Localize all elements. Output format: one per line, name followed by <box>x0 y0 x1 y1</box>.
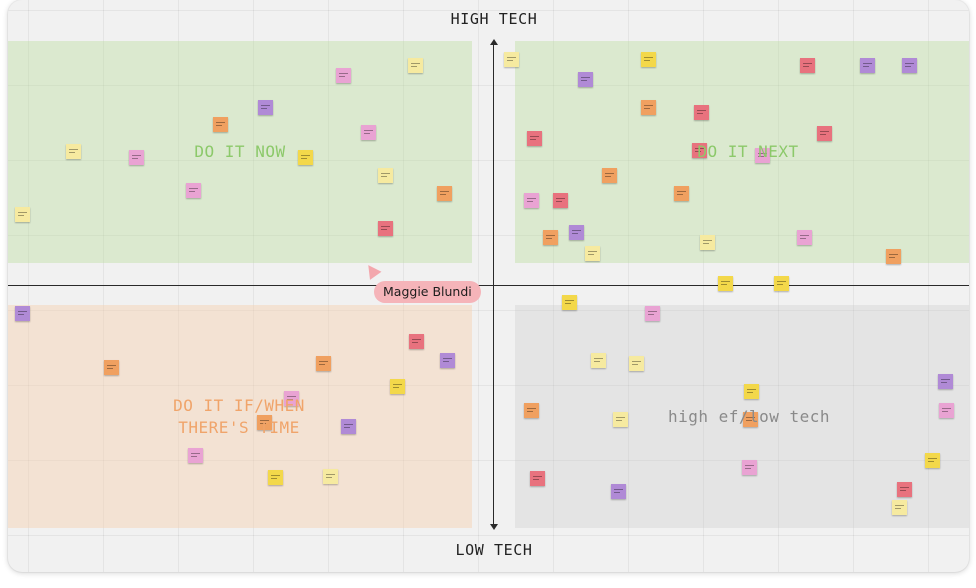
sticky-note[interactable] <box>744 384 759 399</box>
sticky-note[interactable] <box>645 306 660 321</box>
sticky-note[interactable] <box>323 469 338 484</box>
sticky-note[interactable] <box>774 276 789 291</box>
sticky-note[interactable] <box>886 249 901 264</box>
sticky-note[interactable] <box>66 144 81 159</box>
quadrant-label-do-it-if-time: DO IT IF/WHEN THERE'S TIME <box>173 396 305 437</box>
vertical-axis <box>493 43 494 527</box>
sticky-note[interactable] <box>817 126 832 141</box>
sticky-note[interactable] <box>694 105 709 120</box>
sticky-note[interactable] <box>284 391 299 406</box>
sticky-note[interactable] <box>860 58 875 73</box>
sticky-note[interactable] <box>316 356 331 371</box>
quadrant-do-it-if-time[interactable] <box>8 305 472 528</box>
quadrant-do-it-now[interactable] <box>8 41 472 263</box>
sticky-note[interactable] <box>341 419 356 434</box>
sticky-note[interactable] <box>938 374 953 389</box>
sticky-note[interactable] <box>602 168 617 183</box>
sticky-note[interactable] <box>408 58 423 73</box>
sticky-note[interactable] <box>743 412 758 427</box>
sticky-note[interactable] <box>553 193 568 208</box>
sticky-note[interactable] <box>437 186 452 201</box>
sticky-note[interactable] <box>504 52 519 67</box>
sticky-note[interactable] <box>692 143 707 158</box>
sticky-note[interactable] <box>257 415 272 430</box>
sticky-note[interactable] <box>641 100 656 115</box>
sticky-note[interactable] <box>15 207 30 222</box>
sticky-note[interactable] <box>562 295 577 310</box>
quadrant-high-effort-low-tech[interactable] <box>515 305 969 528</box>
sticky-note[interactable] <box>527 131 542 146</box>
quadrant-label-do-it-now: DO IT NOW <box>194 142 286 161</box>
sticky-note[interactable] <box>361 125 376 140</box>
sticky-note[interactable] <box>104 360 119 375</box>
sticky-note[interactable] <box>897 482 912 497</box>
sticky-note[interactable] <box>800 58 815 73</box>
sticky-note[interactable] <box>298 150 313 165</box>
sticky-note[interactable] <box>258 100 273 115</box>
sticky-note[interactable] <box>718 276 733 291</box>
sticky-note[interactable] <box>524 403 539 418</box>
sticky-note[interactable] <box>925 453 940 468</box>
quadrant-label-do-it-next: DO IT NEXT <box>697 142 799 161</box>
sticky-note[interactable] <box>700 235 715 250</box>
axis-label-high-tech: HIGH TECH <box>450 10 538 28</box>
sticky-note[interactable] <box>578 72 593 87</box>
sticky-note[interactable] <box>611 484 626 499</box>
sticky-note[interactable] <box>755 148 770 163</box>
sticky-note[interactable] <box>641 52 656 67</box>
sticky-note[interactable] <box>674 186 689 201</box>
sticky-note[interactable] <box>524 193 539 208</box>
sticky-note[interactable] <box>902 58 917 73</box>
sticky-note[interactable] <box>213 117 228 132</box>
axis-arrow-up-icon <box>490 39 498 45</box>
sticky-note[interactable] <box>742 460 757 475</box>
sticky-note[interactable] <box>129 150 144 165</box>
sticky-note[interactable] <box>186 183 201 198</box>
sticky-note[interactable] <box>440 353 455 368</box>
sticky-note[interactable] <box>939 403 954 418</box>
sticky-note[interactable] <box>530 471 545 486</box>
horizontal-axis <box>8 285 969 286</box>
sticky-note[interactable] <box>15 306 30 321</box>
axis-label-low-tech: LOW TECH <box>455 541 533 559</box>
collaborator-name-tag: Maggie Blundi <box>374 281 481 303</box>
sticky-note[interactable] <box>585 246 600 261</box>
collaborator-cursor-icon <box>362 261 382 280</box>
sticky-note[interactable] <box>378 221 393 236</box>
sticky-note[interactable] <box>629 356 644 371</box>
sticky-note[interactable] <box>543 230 558 245</box>
sticky-note[interactable] <box>268 470 283 485</box>
sticky-note[interactable] <box>797 230 812 245</box>
sticky-note[interactable] <box>336 68 351 83</box>
sticky-note[interactable] <box>378 168 393 183</box>
sticky-note[interactable] <box>390 379 405 394</box>
sticky-note[interactable] <box>613 412 628 427</box>
axis-arrow-down-icon <box>490 524 498 530</box>
whiteboard-canvas[interactable]: HIGH TECH LOW TECH DO IT NOW DO IT NEXT … <box>8 0 969 572</box>
quadrant-label-high-effort-low-tech: high ef/low tech <box>667 407 831 426</box>
sticky-note[interactable] <box>569 225 584 240</box>
sticky-note[interactable] <box>591 353 606 368</box>
sticky-note[interactable] <box>892 500 907 515</box>
sticky-note[interactable] <box>188 448 203 463</box>
sticky-note[interactable] <box>409 334 424 349</box>
